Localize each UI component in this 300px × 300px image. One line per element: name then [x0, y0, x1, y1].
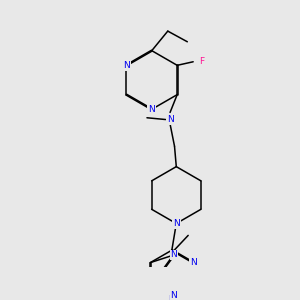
Text: N: N: [171, 250, 177, 260]
Text: N: N: [171, 250, 177, 260]
Text: F: F: [200, 57, 205, 66]
Text: N: N: [169, 296, 175, 300]
Text: N: N: [123, 61, 130, 70]
Text: N: N: [173, 219, 180, 228]
Text: N: N: [167, 115, 173, 124]
Text: N: N: [148, 105, 155, 114]
Text: F: F: [200, 57, 205, 66]
Text: N: N: [148, 105, 155, 114]
Text: N: N: [171, 291, 177, 300]
Text: N: N: [169, 296, 175, 300]
Text: N: N: [190, 258, 197, 267]
Text: N: N: [173, 219, 180, 228]
Text: N: N: [123, 61, 130, 70]
Text: N: N: [171, 291, 177, 300]
Text: N: N: [167, 115, 173, 124]
Text: N: N: [190, 258, 197, 267]
